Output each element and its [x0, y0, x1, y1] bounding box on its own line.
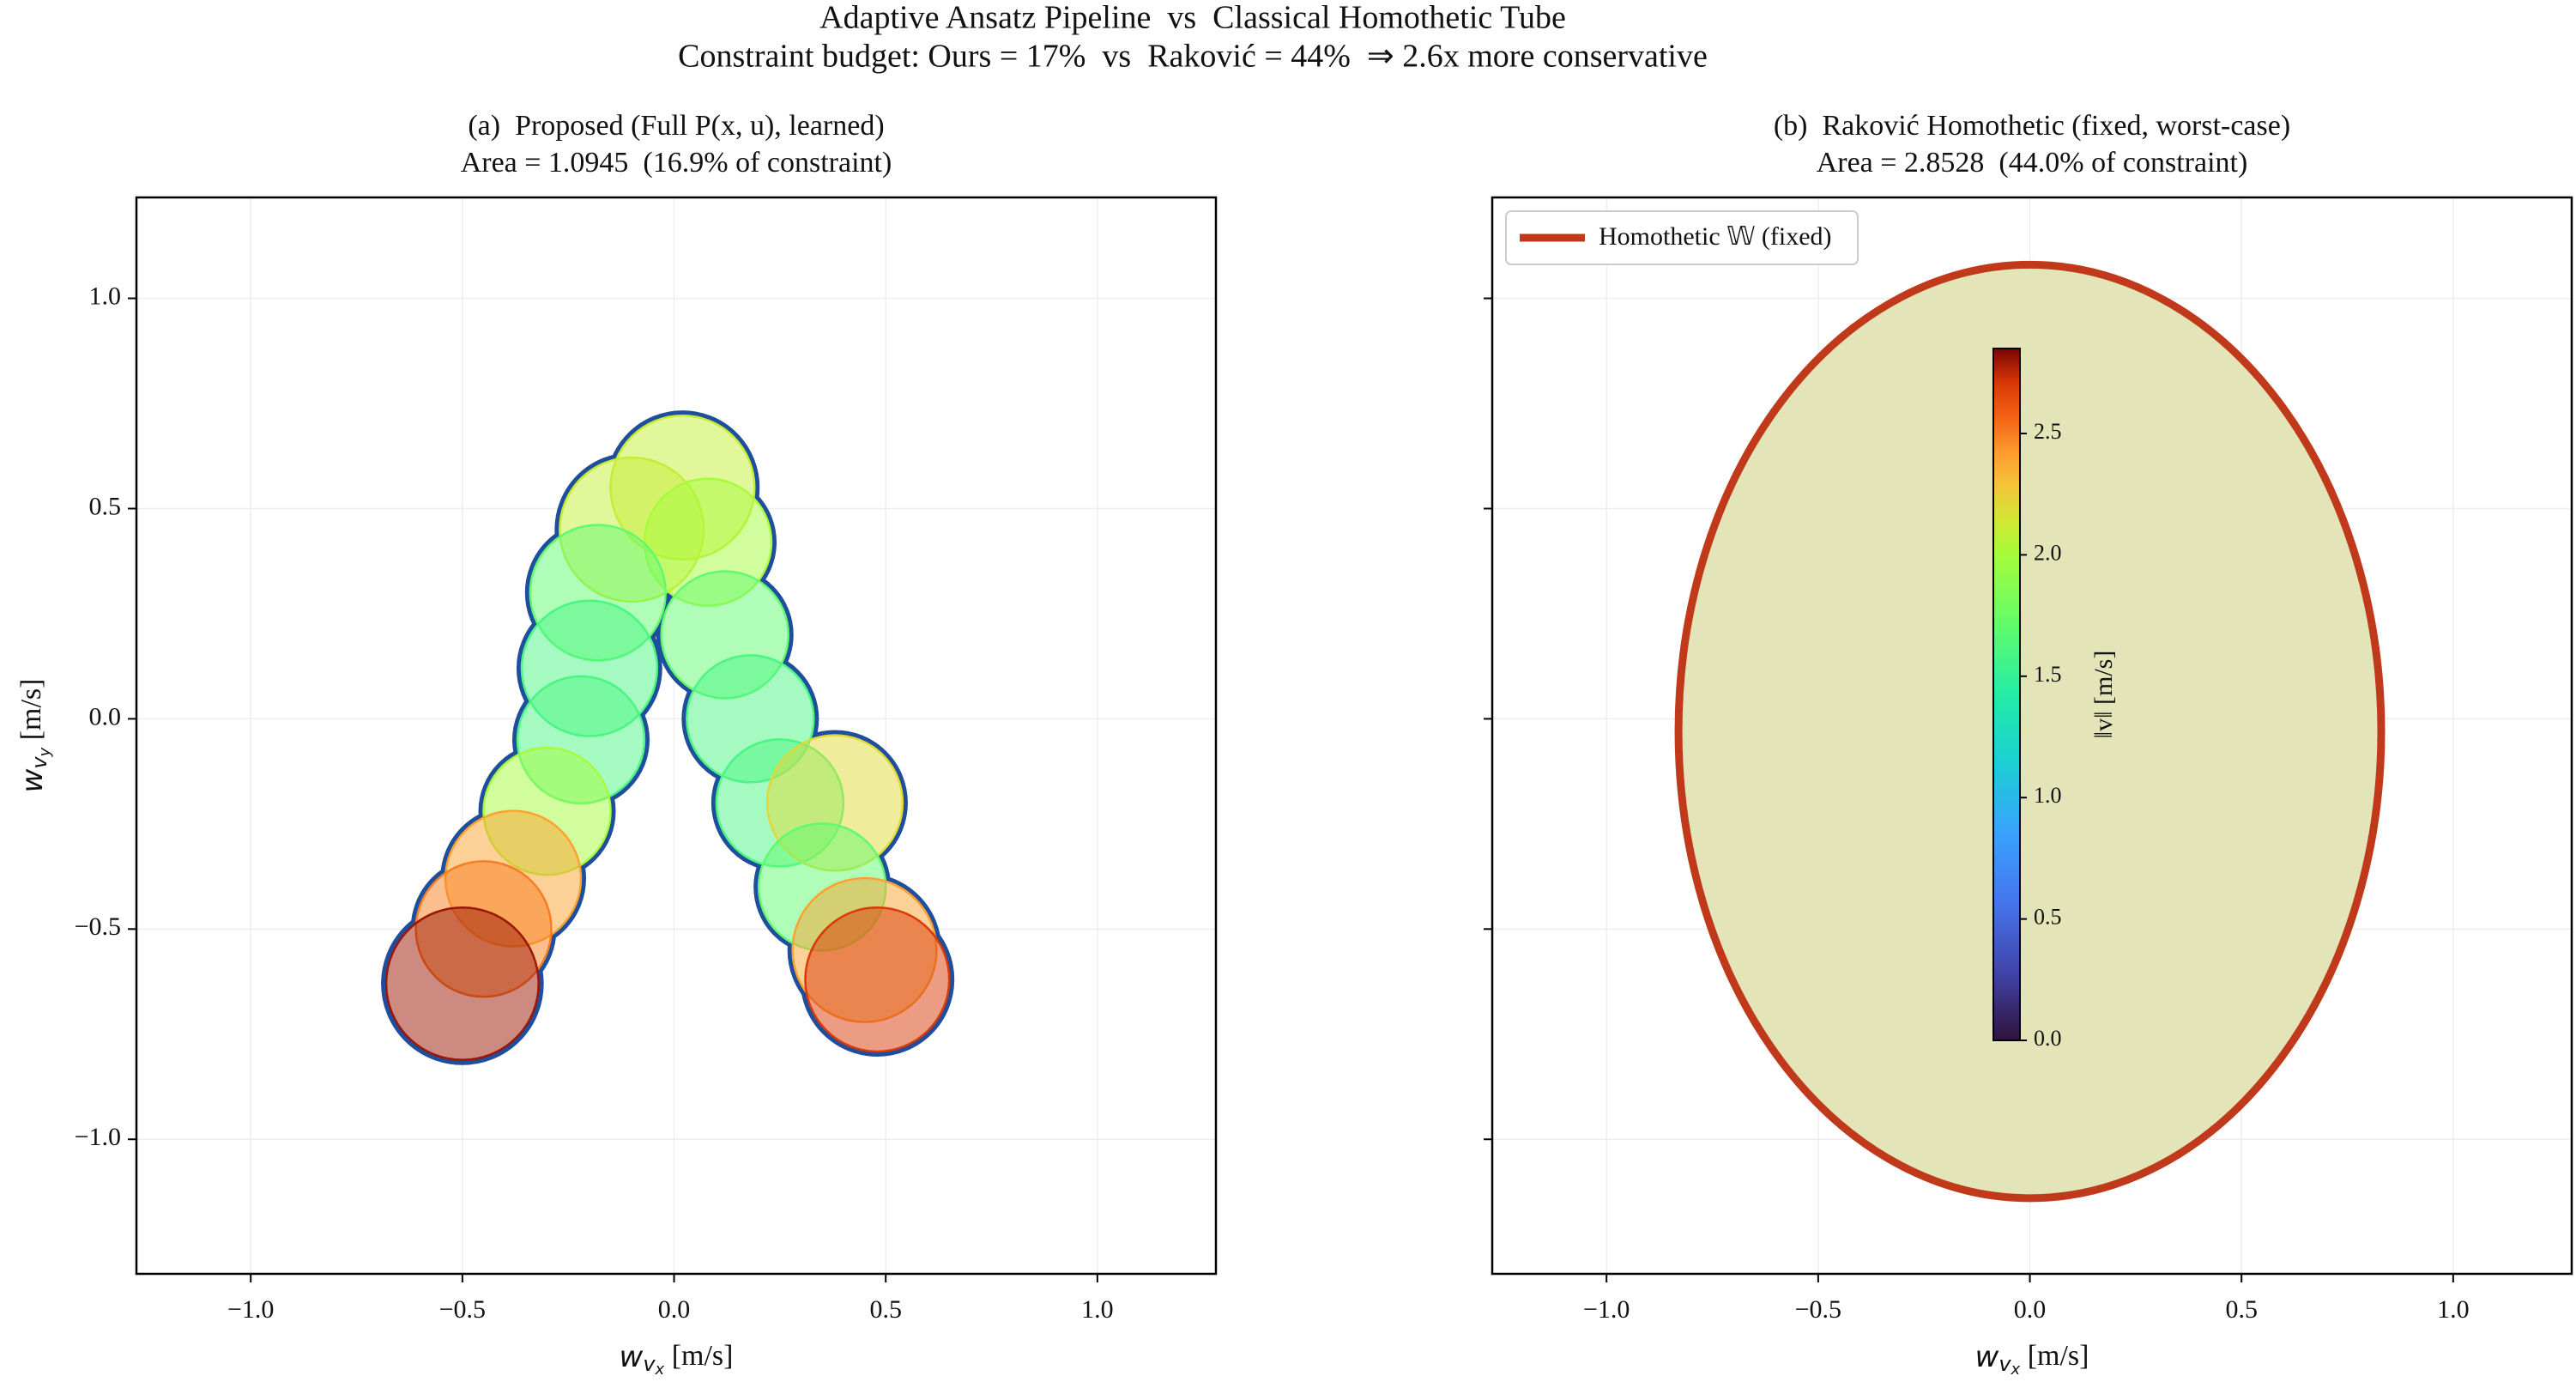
plot-area: [1674, 260, 2386, 1203]
axes-frame: [1491, 196, 2573, 1276]
colorbar-tick-label: 1.0: [2034, 783, 2062, 808]
axis-symbol: w: [1975, 1340, 1999, 1374]
colorbar: [1992, 348, 2021, 1041]
x-tick-label: 0.5: [869, 1295, 902, 1324]
plot-area: [381, 410, 955, 1065]
x-tick-label: −0.5: [1795, 1295, 1841, 1324]
axis-symbol: w: [15, 768, 50, 792]
y-tick-label: 0.5: [89, 492, 122, 520]
axis-sub: v: [643, 1352, 656, 1376]
y-tick-label: 0.0: [89, 702, 122, 730]
uncertainty-set: [384, 906, 540, 1062]
colorbar-tick-label: 1.5: [2034, 662, 2062, 687]
figure-title: Adaptive Ansatz Pipeline vs Classical Ho…: [819, 0, 1566, 36]
axis-unit: [m/s]: [664, 1340, 733, 1372]
axis-unit: [m/s]: [15, 679, 47, 748]
homothetic-set: [1674, 260, 2386, 1203]
y-tick-label: 1.0: [89, 282, 122, 310]
x-tick-label: 1.0: [1081, 1295, 1114, 1324]
x-tick-label: −1.0: [1583, 1295, 1630, 1324]
axis-sub: v: [27, 756, 51, 769]
colorbar-tick-label: 2.0: [2034, 540, 2062, 565]
panel-subtitle: Area = 1.0945 (16.9% of constraint): [461, 147, 892, 179]
x-tick-label: 0.0: [658, 1295, 691, 1324]
axis-subsub: x: [655, 1361, 665, 1379]
axis-subsub: x: [2011, 1361, 2021, 1379]
axis-sub: v: [1999, 1352, 2011, 1376]
figure-subtitle: Constraint budget: Ours = 17% vs Raković…: [678, 39, 1708, 75]
axis-label: wvx [m/s]: [1975, 1340, 2089, 1379]
x-tick-label: 0.5: [2225, 1295, 2258, 1324]
x-tick-label: −0.5: [439, 1295, 486, 1324]
y-tick-label: −0.5: [75, 912, 121, 941]
axis-subsub: y: [36, 747, 54, 757]
axes-frame: [135, 196, 1218, 1276]
axis-label: wvx [m/s]: [620, 1340, 734, 1379]
axis-unit: [m/s]: [2020, 1340, 2089, 1372]
x-tick-label: −1.0: [227, 1295, 274, 1324]
axis-symbol: w: [620, 1340, 644, 1374]
panel-title: (a) Proposed (Full P(x, u), learned): [468, 110, 884, 142]
colorbar-label: ‖v‖ [m/s]: [2089, 651, 2118, 739]
uncertainty-set: [804, 906, 951, 1053]
panel-title: (b) Raković Homothetic (fixed, worst-cas…: [1774, 110, 2290, 142]
y-tick-label: −1.0: [75, 1123, 121, 1151]
x-tick-label: 0.0: [2014, 1295, 2047, 1324]
legend-label: Homothetic 𝕎 (fixed): [1599, 222, 1832, 251]
panel-subtitle: Area = 2.8528 (44.0% of constraint): [1817, 147, 2248, 179]
colorbar-tick-label: 2.5: [2034, 419, 2062, 444]
colorbar-tick-label: 0.0: [2034, 1026, 2062, 1051]
x-tick-label: 1.0: [2437, 1295, 2470, 1324]
legend-box: [1505, 210, 1859, 265]
colorbar-tick-label: 0.5: [2034, 905, 2062, 930]
axis-label: wvy [m/s]: [15, 679, 55, 793]
